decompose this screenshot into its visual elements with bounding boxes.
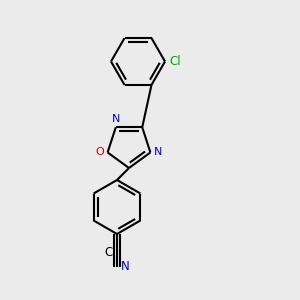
Text: Cl: Cl xyxy=(169,55,181,68)
Text: C: C xyxy=(105,245,113,259)
Text: N: N xyxy=(112,114,120,124)
Text: N: N xyxy=(154,148,162,158)
Text: N: N xyxy=(121,260,130,274)
Text: O: O xyxy=(95,148,104,158)
